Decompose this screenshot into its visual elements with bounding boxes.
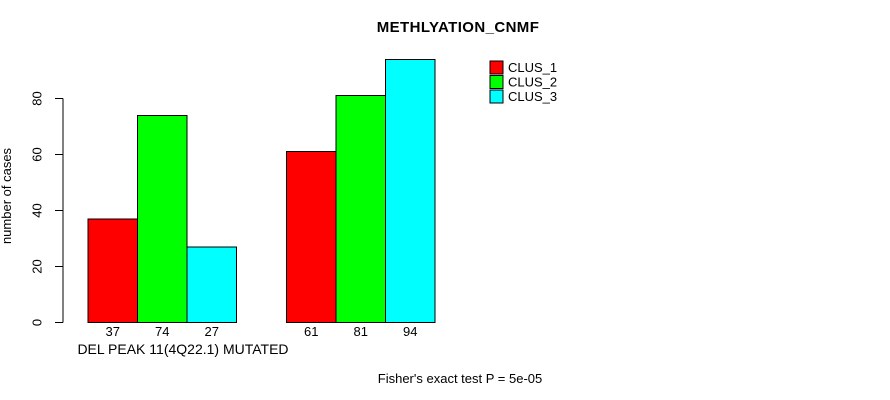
bar-clus-3-group-1: [186, 246, 237, 323]
y-tick-label: 80: [29, 91, 44, 105]
y-tick-label: 0: [29, 319, 44, 326]
legend-swatch-clus-1: [489, 60, 504, 75]
bar-clus-3-group-2: [385, 58, 436, 324]
legend-label-clus-3: CLUS_3: [508, 89, 557, 104]
legend-label-clus-2: CLUS_2: [508, 75, 557, 90]
bar-clus-1-group-1: [87, 218, 138, 323]
y-axis: 0 20 40 60 80: [29, 91, 64, 326]
chart-title: METHLYATION_CNMF: [377, 19, 540, 36]
y-tick-label: 60: [29, 147, 44, 161]
bar-value-label: 37: [106, 324, 120, 339]
legend-swatch-clus-2: [489, 75, 504, 89]
bar-clus-2-group-1: [137, 114, 188, 323]
fisher-test-annotation: Fisher's exact test P = 5e-05: [378, 371, 542, 386]
bar-value-labels: 37 61 74 81 27 94: [106, 324, 418, 339]
bar-clus-2-group-2: [335, 95, 386, 323]
bar-value-label: 81: [354, 324, 368, 339]
bar-value-label: 27: [205, 324, 219, 339]
bar-value-label: 61: [304, 324, 318, 339]
x-axis-label: DEL PEAK 11(4Q22.1) MUTATED: [77, 341, 288, 357]
legend-swatch-clus-3: [489, 89, 504, 104]
legend-label-clus-1: CLUS_1: [508, 60, 557, 75]
y-tick-label: 20: [29, 259, 44, 273]
bar-value-label: 94: [403, 324, 417, 339]
bars-layer: [87, 58, 436, 324]
y-axis-label: number of cases: [0, 147, 14, 244]
bar-value-label: 74: [155, 324, 169, 339]
y-tick-label: 40: [29, 203, 44, 217]
bar-clus-1-group-2: [286, 151, 337, 323]
